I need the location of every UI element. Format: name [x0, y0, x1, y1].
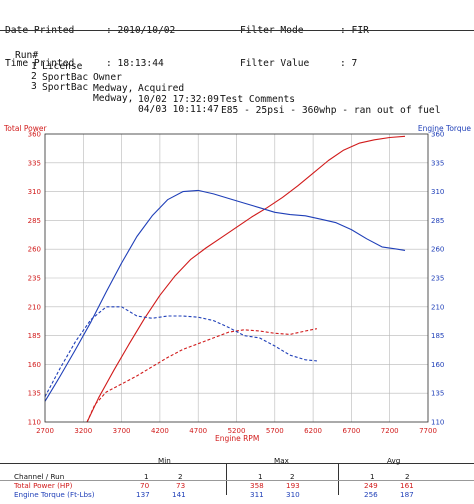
y2-tick-label: 285 — [431, 217, 444, 225]
y-tick-label: 335 — [28, 159, 41, 167]
summary-divider-mid — [0, 480, 474, 481]
y-tick-label: 235 — [28, 275, 41, 283]
summary-run-number: 1 — [370, 472, 375, 481]
x-axis-title: Engine RPM — [215, 434, 260, 443]
col-acquired: Acquired — [138, 83, 185, 94]
run-owner: Medway, — [93, 93, 134, 104]
summary-group-avg: Avg — [387, 456, 401, 465]
x-tick-label: 7200 — [381, 427, 399, 435]
col-run: Run# — [15, 50, 39, 61]
y2-tick-label: 360 — [431, 131, 444, 139]
chart-ticks: 2700 3200 3700 4200 4700 5200 5700 6200 6700 7200… — [28, 131, 445, 436]
runs-row-3: 3 — [15, 70, 37, 92]
y-tick-label: 185 — [28, 332, 41, 340]
x-tick-label: 4700 — [189, 427, 207, 435]
col-license: License — [42, 61, 83, 72]
power-line-run-1 — [86, 135, 406, 423]
chart-lines — [44, 135, 406, 423]
y-tick-label: 135 — [28, 390, 41, 398]
right-axis-title: Engine Torque — [417, 124, 471, 133]
summary-run-number: 1 — [258, 472, 263, 481]
runs-row-2: 2 SportBac Medway, 04/03 10:11:47 — [15, 60, 219, 115]
summary-power-avg-2: 161 — [400, 481, 414, 490]
y2-tick-label: 185 — [431, 332, 444, 340]
summary-sep-1 — [226, 463, 227, 495]
summary-row-torque-label: Engine Torque (Ft-Lbs) — [14, 490, 95, 499]
power-line-run-2 — [86, 328, 318, 423]
y2-tick-label: 235 — [431, 275, 444, 283]
summary-channel-label: Channel / Run — [14, 472, 65, 481]
time-printed-value: : 18:13:44 — [106, 58, 164, 69]
run-acquired: 04/03 10:11:47 — [138, 104, 219, 115]
y-tick-label: 210 — [28, 303, 41, 311]
x-tick-label: 6700 — [342, 427, 360, 435]
summary-torque-min-1: 137 — [136, 490, 150, 499]
y-tick-label: 160 — [28, 361, 41, 369]
y2-tick-label: 310 — [431, 188, 444, 196]
summary-torque-avg-1: 256 — [364, 490, 378, 499]
summary-sep-2 — [338, 463, 339, 495]
summary-power-min-2: 73 — [176, 481, 186, 490]
runs-row-1: 1 SportBac Medway, 10/02 17:32:09 E85 - … — [15, 50, 441, 116]
y2-tick-label: 260 — [431, 246, 444, 254]
x-tick-label: 2700 — [36, 427, 54, 435]
y-tick-label: 360 — [28, 131, 41, 139]
y-tick-label: 310 — [28, 188, 41, 196]
summary-torque-max-2: 310 — [286, 490, 300, 499]
x-tick-label: 5200 — [228, 427, 246, 435]
y2-tick-label: 135 — [431, 390, 444, 398]
x-tick-label: 3700 — [113, 427, 131, 435]
x-tick-label: 6200 — [304, 427, 322, 435]
x-tick-label: 7700 — [419, 427, 437, 435]
dyno-chart: 2700 3200 3700 4200 4700 5200 5700 6200 6700 7200… — [28, 131, 445, 436]
time-printed-label: Time Printed — [5, 58, 75, 69]
summary-run-number: 2 — [405, 472, 410, 481]
runs-header-row: Run# License Owner Acquired Test Comment… — [15, 39, 295, 105]
summary-group-min: Min — [158, 456, 171, 465]
summary-power-max-1: 358 — [250, 481, 264, 490]
run-acquired: 10/02 17:32:09 — [138, 94, 219, 105]
x-tick-label: 4200 — [151, 427, 169, 435]
run-number: 3 — [31, 81, 37, 92]
run-comment: E85 - 25psi - 360whp - ran out of fuel — [221, 105, 441, 116]
summary-torque-max-1: 311 — [250, 490, 264, 499]
y-tick-label: 260 — [28, 246, 41, 254]
torque-line-run-2 — [44, 306, 317, 397]
run-number: 1 — [31, 61, 37, 72]
summary-power-min-1: 70 — [140, 481, 150, 490]
summary-run-number: 2 — [178, 472, 183, 481]
summary-power-max-2: 193 — [286, 481, 300, 490]
col-test-comments: Test Comments — [220, 94, 296, 105]
filter-value-label: Filter Value — [240, 58, 310, 69]
y2-tick-label: 210 — [431, 303, 444, 311]
header-divider — [0, 30, 474, 31]
run-owner: Medway, — [93, 83, 134, 94]
summary-power-avg-1: 249 — [364, 481, 378, 490]
y-tick-label: 110 — [28, 419, 41, 427]
run-license: SportBac — [42, 82, 89, 93]
torque-line-run-1 — [44, 189, 406, 402]
y2-tick-label: 160 — [431, 361, 444, 369]
y2-tick-label: 110 — [431, 419, 444, 427]
filter-value-value: : 7 — [340, 58, 358, 69]
run-license: SportBac — [42, 72, 89, 83]
x-tick-label: 3200 — [74, 427, 92, 435]
x-tick-label: 5700 — [266, 427, 284, 435]
run-number: 2 — [31, 71, 37, 82]
plot-frame — [44, 133, 429, 423]
summary-divider-top — [0, 463, 474, 464]
y-tick-label: 285 — [28, 217, 41, 225]
summary-row-power-label: Total Power (HP) — [14, 481, 73, 490]
summary-torque-min-2: 141 — [172, 490, 186, 499]
summary-group-max: Max — [274, 456, 289, 465]
summary-torque-avg-2: 187 — [400, 490, 414, 499]
left-axis-title: Total Power — [4, 124, 47, 133]
col-owner: Owner — [93, 72, 122, 83]
summary-run-number: 2 — [290, 472, 295, 481]
y2-tick-label: 335 — [431, 159, 444, 167]
summary-run-number: 1 — [144, 472, 149, 481]
chart-grid — [44, 133, 429, 423]
